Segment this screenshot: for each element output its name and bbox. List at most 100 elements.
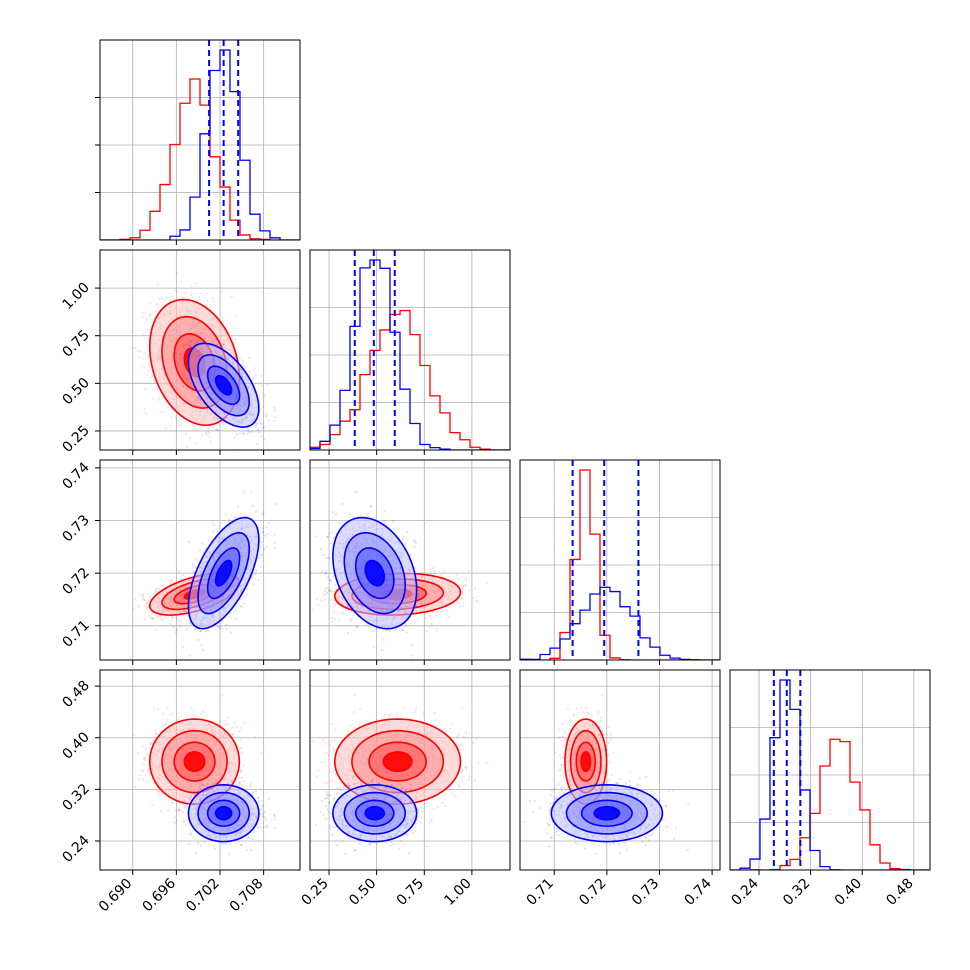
scatter-point [236, 505, 240, 508]
scatter-point [252, 583, 255, 586]
scatter-point [170, 619, 173, 622]
scatter-point [232, 349, 236, 352]
scatter-point [216, 530, 219, 533]
scatter-point [199, 398, 202, 401]
scatter-point [151, 617, 154, 620]
scatter-point [139, 593, 142, 596]
scatter-point [207, 539, 211, 542]
scatter-point [239, 597, 243, 601]
scatter-point [195, 442, 198, 445]
scatter-point [190, 285, 193, 288]
scatter-point [224, 513, 227, 516]
scatter-point [273, 419, 276, 422]
scatter-point [242, 433, 246, 436]
scatter-point [143, 352, 146, 355]
scatter-point [227, 518, 231, 521]
scatter-point [212, 530, 215, 533]
scatter-point [195, 282, 198, 285]
panel-plot-area [100, 40, 300, 240]
scatter-point [197, 396, 200, 400]
scatter-point [248, 373, 251, 376]
scatter-point [200, 644, 203, 647]
scatter-point [222, 343, 225, 346]
scatter-point [235, 610, 238, 613]
scatter-point [215, 428, 219, 431]
scatter-point [225, 623, 228, 626]
panel-plot-area [310, 250, 510, 450]
scatter-point [260, 540, 263, 544]
scatter-point [143, 618, 146, 621]
scatter-point [182, 574, 185, 577]
scatter-point [185, 611, 188, 614]
scatter-point [157, 398, 160, 401]
scatter-point [149, 616, 153, 620]
scatter-point [146, 606, 149, 609]
scatter-point [207, 628, 210, 632]
scatter-point [185, 377, 188, 380]
scatter-point [254, 374, 258, 377]
scatter-point [153, 379, 156, 382]
scatter-point [234, 338, 237, 341]
scatter-point [199, 292, 202, 295]
scatter-point [146, 357, 149, 361]
scatter-point [212, 339, 215, 343]
scatter-point [142, 594, 145, 597]
scatter-point [180, 280, 183, 283]
scatter-point [169, 295, 172, 298]
scatter-point [132, 607, 135, 611]
scatter-point [222, 316, 225, 319]
scatter-point [141, 596, 144, 599]
scatter-point [260, 435, 263, 438]
scatter-point [201, 649, 205, 652]
scatter-point [205, 292, 208, 295]
scatter-point [159, 617, 162, 620]
scatter-point [202, 337, 206, 340]
histogram-red [100, 78, 300, 240]
scatter-point [178, 570, 181, 573]
scatter-point [256, 427, 259, 431]
scatter-point [273, 541, 276, 544]
scatter-point [264, 415, 268, 418]
panel-2-0 [95, 459, 301, 665]
scatter-point [188, 382, 191, 385]
scatter-point [150, 375, 154, 379]
scatter-point [208, 306, 211, 309]
scatter-point [274, 416, 277, 419]
scatter-point [238, 356, 242, 359]
scatter-point [234, 315, 237, 318]
scatter-point [162, 584, 165, 588]
scatter-point [211, 297, 214, 300]
scatter-point [247, 430, 250, 433]
scatter-point [177, 362, 180, 365]
scatter-point [187, 344, 191, 347]
scatter-point [190, 340, 193, 343]
scatter-point [203, 336, 207, 339]
scatter-point [174, 416, 177, 419]
scatter-point [235, 433, 238, 436]
scatter-point [156, 305, 159, 308]
scatter-point [146, 355, 150, 358]
scatter-point [222, 343, 226, 346]
scatter-point [184, 433, 188, 436]
scatter-point [145, 602, 149, 605]
panel-frame [309, 249, 511, 451]
scatter-point [201, 433, 204, 436]
scatter-point [211, 519, 214, 523]
scatter-point [258, 556, 261, 560]
scatter-point [158, 587, 161, 590]
scatter-point [234, 356, 237, 359]
scatter-point [245, 366, 248, 369]
scatter-point [252, 377, 255, 380]
scatter-point [170, 416, 173, 419]
scatter-point [161, 584, 164, 587]
scatter-point [181, 385, 185, 388]
scatter-point [248, 370, 251, 373]
scatter-point [145, 317, 149, 320]
panel-plot-area [100, 460, 300, 660]
scatter-point [151, 617, 154, 620]
scatter-point [142, 597, 145, 601]
scatter-point [273, 406, 276, 409]
scatter-point [199, 406, 202, 409]
scatter-point [187, 540, 191, 543]
scatter-point [155, 615, 158, 618]
